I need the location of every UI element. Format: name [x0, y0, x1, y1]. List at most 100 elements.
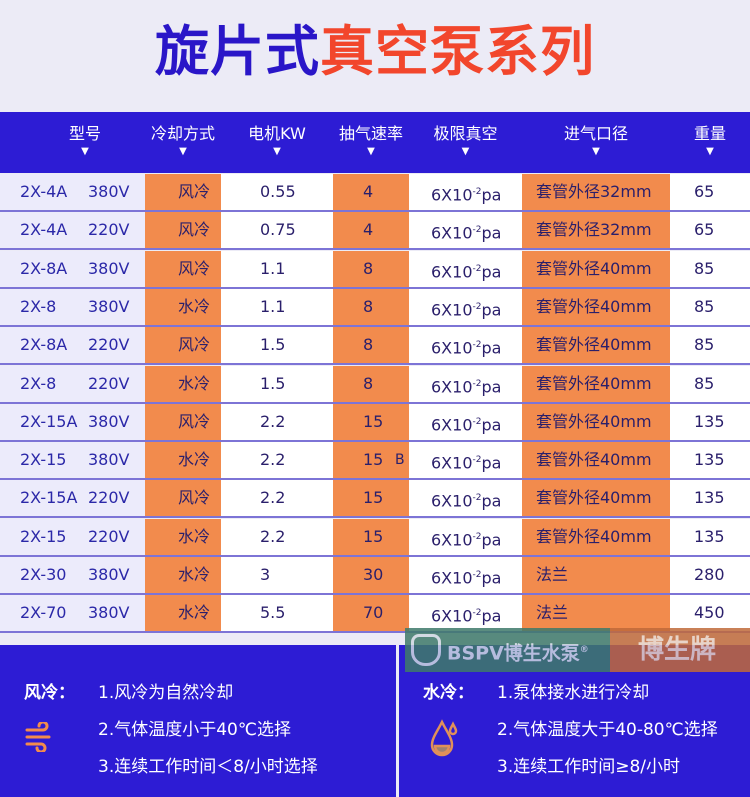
sort-arrow-icon: ▼	[179, 146, 187, 157]
kw-cell: 2.2	[221, 403, 333, 440]
shield-logo-icon	[411, 634, 441, 666]
weight-cell: 450	[670, 595, 750, 632]
kw-cell: 2.2	[221, 518, 333, 555]
model-cell: 2X-8A 380V	[0, 250, 145, 287]
cooling-cell: 水冷	[145, 557, 221, 593]
speed-cell: 15	[333, 403, 409, 440]
water-drop-icon	[430, 719, 458, 757]
wind-icon	[25, 722, 51, 752]
speed-cell: 4	[333, 212, 409, 249]
column-header[interactable]: 进气口径 ▼	[522, 122, 670, 158]
vacuum-cell: 6X10-2pa	[409, 518, 522, 555]
cooling-cell: 水冷	[145, 365, 221, 402]
inlet-cell: 套管外径40mm	[522, 288, 670, 325]
cooling-cell: 水冷	[145, 288, 221, 325]
kw-cell: 5.5	[221, 595, 333, 632]
weight-cell: 85	[670, 327, 750, 364]
inlet-cell: 套管外径40mm	[522, 250, 670, 287]
cooling-cell: 风冷	[145, 403, 221, 440]
model-cell: 2X-8 380V	[0, 288, 145, 325]
model-cell: 2X-15 220V	[0, 518, 145, 555]
weight-cell: 135	[670, 480, 750, 517]
kw-cell: 2.2	[221, 480, 333, 517]
column-header[interactable]: 抽气速率 ▼	[333, 122, 409, 158]
inlet-cell: 套管外径32mm	[522, 212, 670, 249]
vacuum-cell: 6X10-2pa	[409, 250, 522, 287]
kw-cell: 1.5	[221, 327, 333, 364]
model-cell: 2X-15 380V	[0, 442, 145, 479]
vacuum-cell: 6X10-2pa	[409, 403, 522, 440]
weight-cell: 135	[670, 518, 750, 555]
model-cell: 2X-15A 380V	[0, 403, 145, 440]
speed-cell: 70	[333, 595, 409, 632]
table-row: 2X-15A 220V 风冷 2.2 15 6X10-2pa 套管外径40mm 1…	[0, 480, 750, 519]
table-row: 2X-4A 220V 风冷 0.75 4 6X10-2pa 套管外径32mm 65	[0, 212, 750, 251]
vacuum-cell: 6X10-2pa	[409, 327, 522, 364]
column-header[interactable]: 电机KW ▼	[221, 122, 333, 158]
sort-arrow-icon: ▼	[461, 146, 470, 157]
table-row: 2X-8A 380V 风冷 1.1 8 6X10-2pa 套管外径40mm 85	[0, 250, 750, 289]
speed-cell: 8	[333, 288, 409, 325]
speed-cell: 8	[333, 365, 409, 402]
sort-arrow-icon: ▼	[706, 146, 714, 157]
table-row: 2X-4A 380V 风冷 0.55 4 6X10-2pa 套管外径32mm 65	[0, 174, 750, 212]
inlet-cell: 法兰	[522, 557, 670, 593]
column-header[interactable]: 型号 ▼	[30, 122, 140, 158]
inlet-cell: 套管外径40mm	[522, 480, 670, 517]
speed-cell: 15 B	[333, 442, 409, 479]
inlet-cell: 套管外径40mm	[522, 403, 670, 440]
vacuum-cell: 6X10-2pa	[409, 212, 522, 249]
column-header[interactable]: 重量 ▼	[670, 122, 750, 158]
kw-cell: 1.5	[221, 365, 333, 402]
kw-cell: 3	[221, 557, 333, 593]
weight-cell: 85	[670, 250, 750, 287]
inlet-cell: 法兰	[522, 595, 670, 632]
vacuum-cell: 6X10-2pa	[409, 557, 522, 593]
model-cell: 2X-15A 220V	[0, 480, 145, 517]
speed-cell: 8	[333, 327, 409, 364]
model-cell: 2X-8A 220V	[0, 327, 145, 364]
inlet-cell: 套管外径32mm	[522, 174, 670, 210]
speed-cell: 8	[333, 250, 409, 287]
model-cell: 2X-70 380V	[0, 595, 145, 632]
vacuum-cell: 6X10-2pa	[409, 365, 522, 402]
table-row: 2X-15 380V 水冷 2.2 15 B 6X10-2pa 套管外径40mm 1…	[0, 442, 750, 481]
speed-cell: 15	[333, 518, 409, 555]
kw-cell: 1.1	[221, 250, 333, 287]
kw-cell: 2.2	[221, 442, 333, 479]
inlet-cell: 套管外径40mm	[522, 442, 670, 479]
column-header[interactable]: 冷却方式 ▼	[145, 122, 221, 158]
column-header[interactable]: 极限真空 ▼	[409, 122, 522, 158]
table-row: 2X-70 380V 水冷 5.5 70 6X10-2pa 法兰 450	[0, 595, 750, 634]
speed-cell: 4	[333, 174, 409, 210]
sort-arrow-icon: ▼	[592, 146, 600, 157]
page-title: 旋片式真空泵系列	[155, 20, 595, 83]
weight-cell: 135	[670, 403, 750, 440]
model-cell: 2X-4A 380V	[0, 174, 145, 210]
weight-cell: 85	[670, 365, 750, 402]
cooling-cell: 风冷	[145, 174, 221, 210]
sort-arrow-icon: ▼	[367, 146, 375, 157]
cooling-cell: 水冷	[145, 595, 221, 632]
weight-cell: 85	[670, 288, 750, 325]
speed-cell: 15	[333, 480, 409, 517]
brand-watermark: BSPV博生水泵® 博生牌	[405, 628, 750, 672]
weight-cell: 135	[670, 442, 750, 479]
vacuum-cell: 6X10-2pa	[409, 174, 522, 210]
vacuum-cell: 6X10-2pa	[409, 595, 522, 632]
kw-cell: 1.1	[221, 288, 333, 325]
table-row: 2X-8 380V 水冷 1.1 8 6X10-2pa 套管外径40mm 85	[0, 288, 750, 327]
kw-cell: 0.55	[221, 174, 333, 210]
table-row: 2X-8A 220V 风冷 1.5 8 6X10-2pa 套管外径40mm 85	[0, 327, 750, 366]
table-row: 2X-15 220V 水冷 2.2 15 6X10-2pa 套管外径40mm 13…	[0, 518, 750, 557]
weight-cell: 65	[670, 212, 750, 249]
cooling-cell: 风冷	[145, 480, 221, 517]
vacuum-cell: 6X10-2pa	[409, 480, 522, 517]
model-cell: 2X-30 380V	[0, 557, 145, 593]
cooling-cell: 风冷	[145, 327, 221, 364]
weight-cell: 280	[670, 557, 750, 593]
cooling-cell: 风冷	[145, 250, 221, 287]
cooling-cell: 水冷	[145, 442, 221, 479]
table-row: 2X-8 220V 水冷 1.5 8 6X10-2pa 套管外径40mm 85	[0, 365, 750, 404]
table-row: 2X-15A 380V 风冷 2.2 15 6X10-2pa 套管外径40mm 1…	[0, 403, 750, 442]
